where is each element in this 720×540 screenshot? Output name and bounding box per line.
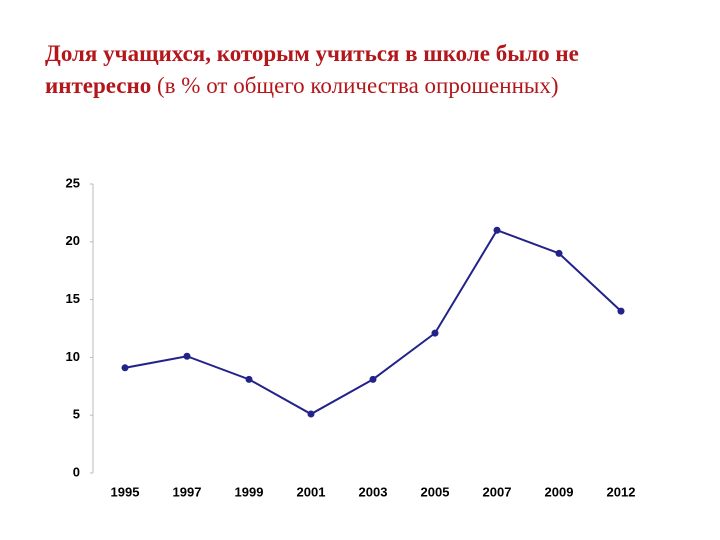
data-point	[245, 375, 253, 383]
data-point	[493, 226, 501, 234]
x-tick-label: 2005	[421, 484, 450, 499]
y-tick-label: 5	[73, 407, 80, 422]
data-point	[369, 375, 377, 383]
data-point	[555, 249, 563, 257]
data-point	[121, 364, 129, 372]
data-point	[183, 352, 191, 360]
title-bold: Доля учащихся, которым учиться в школе б…	[45, 41, 579, 98]
data-point	[307, 410, 315, 418]
x-tick-label: 1995	[111, 484, 140, 499]
y-tick-label: 20	[66, 233, 80, 248]
chart-title: Доля учащихся, которым учиться в школе б…	[45, 38, 685, 102]
x-tick-label: 1997	[173, 484, 202, 499]
data-line	[124, 229, 622, 416]
data-point	[617, 307, 625, 315]
x-tick-label: 2001	[297, 484, 326, 499]
y-tick-label: 15	[66, 291, 80, 306]
x-tick-label: 2007	[483, 484, 512, 499]
y-tick-label: 25	[66, 175, 80, 190]
x-tick-label: 2003	[359, 484, 388, 499]
y-tick-label: 0	[73, 464, 80, 479]
x-tick-label: 1999	[235, 484, 264, 499]
x-tick-label: 2009	[545, 484, 574, 499]
data-point	[431, 329, 439, 337]
y-tick-label: 10	[66, 349, 80, 364]
title-rest: (в % от общего количества опрошенных)	[157, 73, 559, 98]
x-tick-label: 2012	[607, 484, 636, 499]
